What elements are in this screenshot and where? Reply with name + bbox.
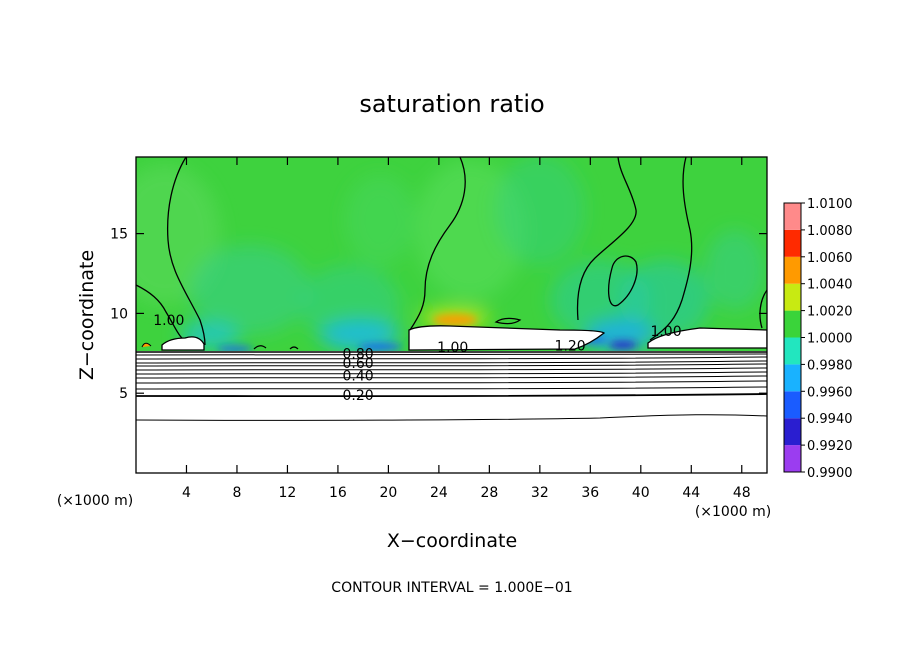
colorbar-swatch (784, 364, 801, 392)
colorbar-label: 0.9980 (807, 358, 853, 373)
cloud-free-patch (647, 327, 767, 349)
contour-line (289, 346, 299, 350)
x-tick-label: 28 (480, 485, 498, 501)
plot-area: 0.20 0.400.600.80 1.00 1.20 1.00 1.00 (136, 157, 767, 473)
x-unit-label: (×1000 m) (695, 504, 771, 520)
x-tick-label: 36 (581, 485, 599, 501)
colorbar-swatch (784, 229, 801, 257)
colorbar-label: 0.9920 (807, 439, 853, 454)
contour-label: 0.20 (343, 388, 374, 404)
contour-label: 0.80 (343, 346, 374, 362)
x-tick-label: 40 (632, 485, 650, 501)
x-tick-label: 4 (182, 485, 191, 501)
x-tick-label: 16 (329, 485, 347, 501)
contour-interval-text: CONTOUR INTERVAL = 1.000E−01 (331, 580, 572, 596)
x-axis: 4 8 12 16 20 24 28 32 36 40 44 48 (182, 157, 751, 501)
contour-lines (136, 157, 767, 346)
colorbar-label: 0.9960 (807, 385, 853, 400)
x-axis-title: X−coordinate (387, 530, 517, 552)
contour-line (494, 317, 522, 325)
contour-line (141, 342, 152, 348)
colorbar-swatch (784, 418, 801, 446)
colorbar-label: 1.0080 (807, 224, 853, 239)
y-axis: 5 10 15 (110, 227, 767, 402)
y-tick-label: 10 (110, 306, 128, 322)
x-tick-label: 48 (733, 485, 751, 501)
chart-title: saturation ratio (359, 90, 544, 118)
contour-line (253, 345, 267, 350)
x-tick-label: 24 (430, 485, 448, 501)
y-axis-title: Z−coordinate (76, 250, 98, 380)
plot-frame (135, 156, 768, 474)
colorbar-label: 0.9900 (807, 466, 853, 481)
colorbar-swatch (784, 391, 801, 419)
stable-layer-contours (136, 351, 767, 421)
field-variations (136, 157, 765, 351)
colorbar-label: 1.0060 (807, 251, 853, 266)
x-tick-label: 20 (379, 485, 397, 501)
contour-label: 1.00 (437, 340, 468, 356)
colorbar-swatch (784, 445, 801, 472)
colorbar-label: 1.0040 (807, 278, 853, 293)
subsaturated-region (136, 351, 767, 473)
colorbar-label: 1.0100 (807, 197, 853, 212)
y-tick-label: 5 (119, 386, 128, 402)
contour-label: 0.40 (343, 369, 374, 385)
colorbar-swatch (784, 337, 801, 365)
contour-label: 0.60 (343, 356, 374, 372)
colorbar-swatch (784, 283, 801, 311)
colorbar-swatch (784, 203, 801, 230)
contour-labels: 0.20 0.400.600.80 1.00 1.20 1.00 1.00 (153, 313, 681, 404)
contour-label: 1.20 (555, 338, 586, 354)
x-tick-label: 12 (279, 485, 297, 501)
contour-label: 1.00 (153, 313, 184, 329)
colorbar: 0.9900 0.9920 0.9940 0.9960 0.9980 1.0000 1.00… (783, 197, 853, 481)
contour-label: 1.00 (650, 324, 681, 340)
colorbar-label: 0.9940 (807, 412, 853, 427)
x-tick-label: 44 (682, 485, 700, 501)
colorbar-label: 1.0020 (807, 305, 853, 320)
y-unit-label: (×1000 m) (57, 493, 133, 509)
x-tick-label: 32 (531, 485, 549, 501)
colorbar-label: 1.0000 (807, 332, 853, 347)
x-tick-label: 8 (232, 485, 241, 501)
colorbar-swatch (784, 310, 801, 338)
cloud-free-patch (408, 325, 606, 351)
cloud-free-patch (161, 336, 205, 351)
y-tick-label: 15 (110, 227, 128, 243)
colorbar-swatch (784, 256, 801, 284)
